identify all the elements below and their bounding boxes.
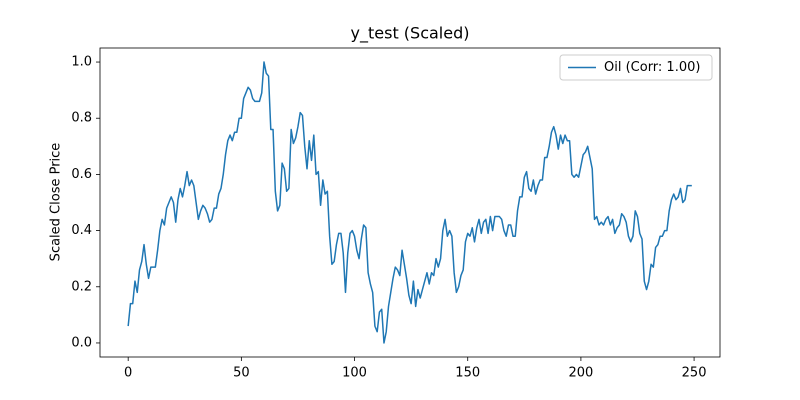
legend-box [559,54,713,81]
y-tick-label: 0.0 [71,335,92,350]
y-tick-label: 0.8 [71,111,92,126]
x-tick-label: 0 [124,366,132,381]
y-axis-label: Scaled Close Price [49,143,64,262]
x-tick-label: 200 [568,366,593,381]
plot-frame [99,47,721,358]
y-tick-label: 1.0 [71,55,92,70]
y-tick-label: 0.4 [71,223,92,238]
x-tick-label: 250 [682,366,707,381]
y-tick-label: 0.2 [71,279,92,294]
legend-label: Oil (Corr: 1.00) [604,60,700,75]
x-tick-label: 50 [233,366,250,381]
x-tick-label: 100 [342,366,367,381]
data-line [127,61,692,344]
y-tick-label: 0.6 [71,167,92,182]
x-tick-label: 150 [455,366,480,381]
chart-title: y_test (Scaled) [351,24,470,44]
